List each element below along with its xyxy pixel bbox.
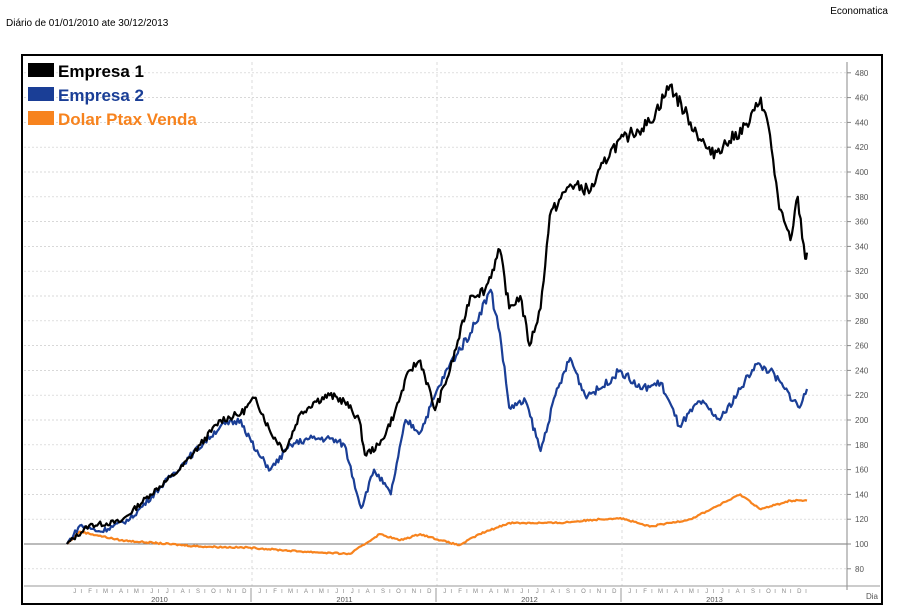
x-tick-label-year: 2010 [151, 595, 168, 604]
x-tick-label-month: J [351, 589, 354, 595]
x-tick-label-month: O [396, 589, 401, 595]
legend-label: Empresa 1 [58, 62, 144, 81]
y-tick-label: 220 [855, 391, 869, 400]
x-tick-label-year: 2011 [336, 595, 352, 604]
y-tick-label: 420 [855, 143, 869, 152]
series-line-dolar-ptax-venda [66, 493, 808, 556]
x-tick-label-month: J [73, 589, 76, 595]
x-tick-label-month: D [612, 589, 617, 595]
x-tick-label-month: F [643, 589, 647, 595]
y-tick-label: 80 [855, 565, 864, 574]
x-tick-label-month: A [736, 589, 740, 595]
x-tick-label-month: A [119, 589, 123, 595]
y-tick-label: 460 [855, 94, 869, 103]
x-tick-label-month: J [628, 589, 631, 595]
x-tick-label-month: M [689, 589, 694, 595]
x-tick-label-month: O [211, 589, 216, 595]
x-tick-label-month: F [273, 589, 277, 595]
x-tick-label-month: S [566, 589, 570, 595]
y-tick-label: 200 [855, 416, 869, 425]
x-tick-label-month: J [150, 589, 153, 595]
y-tick-label: 320 [855, 267, 869, 276]
legend: Empresa 1 Empresa 2 Dolar Ptax Venda [28, 62, 197, 129]
x-tick-label-month: M [504, 589, 509, 595]
x-tick-label-month: M [473, 589, 478, 595]
data-source-label: Economatica [830, 6, 888, 17]
y-tick-label: 280 [855, 317, 869, 326]
x-tick-label-month: O [766, 589, 771, 595]
y-tick-label: 300 [855, 292, 869, 301]
y-tick-label: 260 [855, 342, 869, 351]
x-tick-label-month: A [366, 589, 370, 595]
x-tick-label-month: D [242, 589, 247, 595]
y-tick-label: 160 [855, 466, 869, 475]
chart-subtitle: Diário de 01/01/2010 ate 30/12/2013 [6, 18, 169, 29]
x-tick-label-month: J [258, 589, 261, 595]
series-line-empresa-1 [66, 83, 809, 545]
x-tick-label-month: J [536, 589, 539, 595]
x-tick-label-month: M [288, 589, 293, 595]
y-tick-label: 140 [855, 490, 869, 499]
x-tick-label-month: A [304, 589, 308, 595]
x-tick-label-month: F [458, 589, 462, 595]
x-axis-label: Dia [866, 592, 879, 601]
x-tick-label-month: A [674, 589, 678, 595]
y-tick-label: 480 [855, 69, 869, 78]
y-tick-label: 400 [855, 168, 869, 177]
x-tick-label-month: A [551, 589, 555, 595]
y-tick-label: 100 [855, 540, 869, 549]
legend-label: Empresa 2 [58, 86, 144, 105]
x-tick-label-year: 2013 [706, 595, 723, 604]
y-tick-label: 180 [855, 441, 869, 450]
y-tick-label: 440 [855, 118, 869, 127]
x-tick-label-month: N [597, 589, 601, 595]
x-tick-label-month: O [581, 589, 586, 595]
x-tick-label-month: N [412, 589, 416, 595]
x-tick-label-month: A [181, 589, 185, 595]
x-tick-label-month: S [381, 589, 385, 595]
x-tick-label-month: D [797, 589, 802, 595]
x-tick-label-month: M [103, 589, 108, 595]
y-tick-label: 380 [855, 193, 869, 202]
x-tick-label-month: M [658, 589, 663, 595]
x-tick-label-month: N [782, 589, 786, 595]
x-tick-label-month: D [427, 589, 432, 595]
x-tick-label-month: J [520, 589, 523, 595]
x-tick-label-month: M [134, 589, 139, 595]
legend-swatch [28, 63, 54, 77]
series-lines [66, 83, 809, 556]
x-tick-label-month: N [227, 589, 231, 595]
x-tick-label-month: F [88, 589, 92, 595]
y-tick-label: 240 [855, 366, 869, 375]
legend-swatch [28, 111, 54, 125]
x-tick-label-year: 2012 [521, 595, 538, 604]
x-tick-label-month: J [443, 589, 446, 595]
x-tick-label-month: M [319, 589, 324, 595]
x-tick-label-month: J [335, 589, 338, 595]
x-tick-label-month: J [705, 589, 708, 595]
chart-frame [21, 54, 883, 605]
legend-label: Dolar Ptax Venda [58, 110, 197, 129]
x-tick-label-month: J [166, 589, 169, 595]
y-tick-label: 120 [855, 515, 869, 524]
x-tick-label-month: J [721, 589, 724, 595]
x-tick-label-month: A [489, 589, 493, 595]
y-tick-label: 360 [855, 218, 869, 227]
legend-swatch [28, 87, 54, 101]
x-tick-label-month: S [751, 589, 755, 595]
y-tick-label: 340 [855, 242, 869, 251]
y-axis: 80 100 120 140 160 180 200 220 240 260 280 300 320 34… [846, 62, 869, 590]
x-tick-label-month: S [196, 589, 200, 595]
